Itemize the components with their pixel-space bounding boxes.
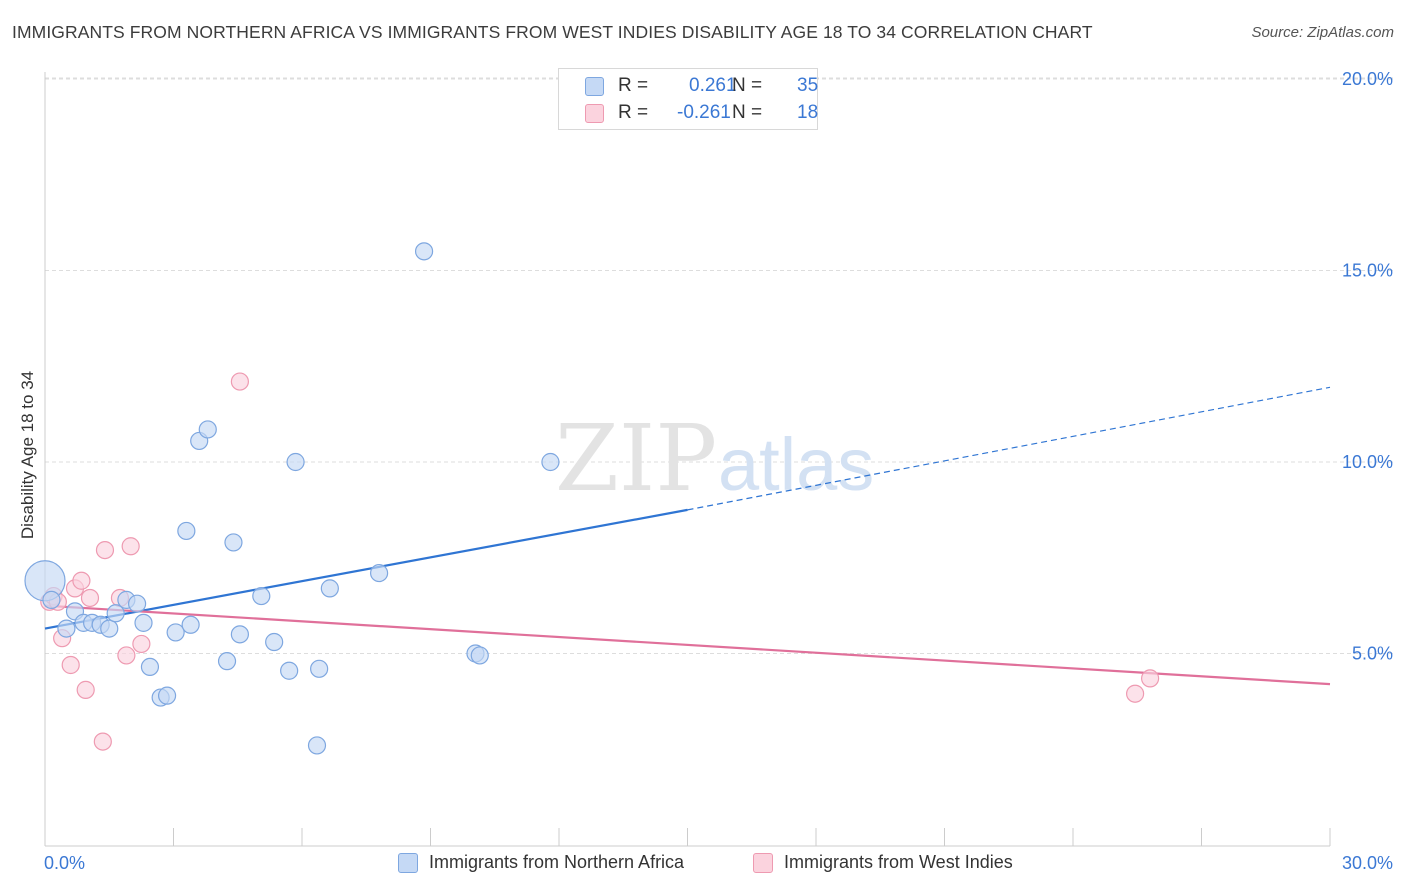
point-northern-africa bbox=[106, 604, 125, 623]
y-tick-label: 10.0% bbox=[1342, 452, 1393, 472]
point-northern-africa bbox=[217, 652, 237, 671]
bottom-legend-swatch-pink bbox=[753, 853, 773, 873]
point-northern-africa bbox=[157, 686, 177, 705]
point-northern-africa bbox=[252, 586, 271, 606]
watermark-atlas: atlas bbox=[718, 423, 874, 506]
trend-layer bbox=[44, 386, 1331, 686]
point-northern-africa bbox=[166, 623, 185, 642]
point-northern-africa bbox=[177, 521, 196, 541]
point-west-indies bbox=[61, 655, 80, 675]
legend-r-label: R = bbox=[618, 102, 649, 123]
point-west-indies bbox=[117, 646, 136, 665]
trendline-northern-africa bbox=[44, 508, 688, 630]
legend-swatch-blue bbox=[585, 77, 604, 96]
x-tick-label: 30.0% bbox=[1342, 853, 1393, 873]
y-tick-label: 20.0% bbox=[1342, 69, 1393, 89]
point-west-indies bbox=[121, 537, 140, 556]
points-layer bbox=[24, 242, 1160, 755]
point-northern-africa bbox=[181, 615, 200, 634]
point-northern-africa bbox=[310, 659, 329, 678]
point-northern-africa bbox=[100, 619, 119, 638]
legend-n-value: 18 bbox=[797, 102, 819, 123]
point-northern-africa bbox=[198, 420, 217, 439]
point-northern-africa bbox=[134, 613, 153, 632]
source-credit: Source: ZipAtlas.com bbox=[1251, 24, 1394, 41]
point-northern-africa bbox=[265, 632, 284, 652]
trendline-west-indies bbox=[44, 604, 1331, 686]
point-west-indies bbox=[1126, 684, 1145, 703]
point-northern-africa bbox=[127, 594, 147, 613]
point-northern-africa bbox=[224, 533, 243, 552]
point-west-indies bbox=[132, 634, 151, 654]
legend-n-value: 35 bbox=[797, 75, 819, 96]
point-northern-africa bbox=[280, 661, 299, 680]
legend-n-label: N = bbox=[732, 102, 763, 123]
point-west-indies bbox=[1140, 669, 1160, 688]
watermark: ZIP atlas bbox=[555, 405, 874, 512]
point-northern-africa bbox=[470, 646, 489, 665]
point-west-indies bbox=[230, 372, 249, 391]
chart-title: IMMIGRANTS FROM NORTHERN AFRICA VS IMMIG… bbox=[12, 22, 1093, 42]
axis-layer bbox=[44, 72, 1331, 847]
point-west-indies bbox=[95, 540, 115, 560]
legend-swatch-pink bbox=[585, 104, 604, 123]
point-west-indies bbox=[80, 588, 100, 608]
legend-r-value: 0.261 bbox=[689, 75, 737, 96]
point-northern-africa bbox=[57, 619, 76, 638]
point-northern-africa bbox=[541, 452, 560, 472]
trendline-northern-africa-projection bbox=[687, 386, 1331, 511]
point-west-indies bbox=[72, 571, 91, 590]
legend-r-label: R = bbox=[618, 75, 649, 96]
point-northern-africa bbox=[286, 452, 305, 472]
point-west-indies bbox=[93, 732, 112, 751]
y-tick-label: 15.0% bbox=[1342, 261, 1393, 281]
point-northern-africa bbox=[320, 579, 339, 598]
bottom-legend-label: Immigrants from West Indies bbox=[784, 852, 1013, 872]
grid-layer bbox=[45, 77, 1393, 654]
bottom-legend-swatch-blue bbox=[398, 853, 418, 873]
y-axis-title: Disability Age 18 to 34 bbox=[18, 370, 37, 540]
bottom-legend-label: Immigrants from Northern Africa bbox=[429, 852, 685, 872]
point-northern-africa bbox=[42, 590, 61, 609]
point-northern-africa bbox=[230, 625, 249, 644]
point-northern-africa bbox=[307, 736, 327, 755]
tick-label-layer: 5.0% 10.0% 15.0% 20.0% 0.0% 30.0% bbox=[44, 69, 1393, 873]
point-northern-africa bbox=[370, 563, 389, 583]
y-tick-label: 5.0% bbox=[1352, 644, 1393, 664]
legend-r-value: -0.261 bbox=[677, 102, 731, 123]
correlation-legend: R = 0.261 N = 35 R = -0.261 N = 18 bbox=[558, 68, 818, 130]
point-west-indies bbox=[76, 680, 95, 699]
x-tick-label: 0.0% bbox=[44, 853, 85, 873]
point-northern-africa bbox=[414, 242, 434, 261]
legend-n-label: N = bbox=[732, 75, 763, 96]
watermark-zip: ZIP bbox=[555, 405, 717, 512]
point-northern-africa bbox=[140, 657, 160, 677]
